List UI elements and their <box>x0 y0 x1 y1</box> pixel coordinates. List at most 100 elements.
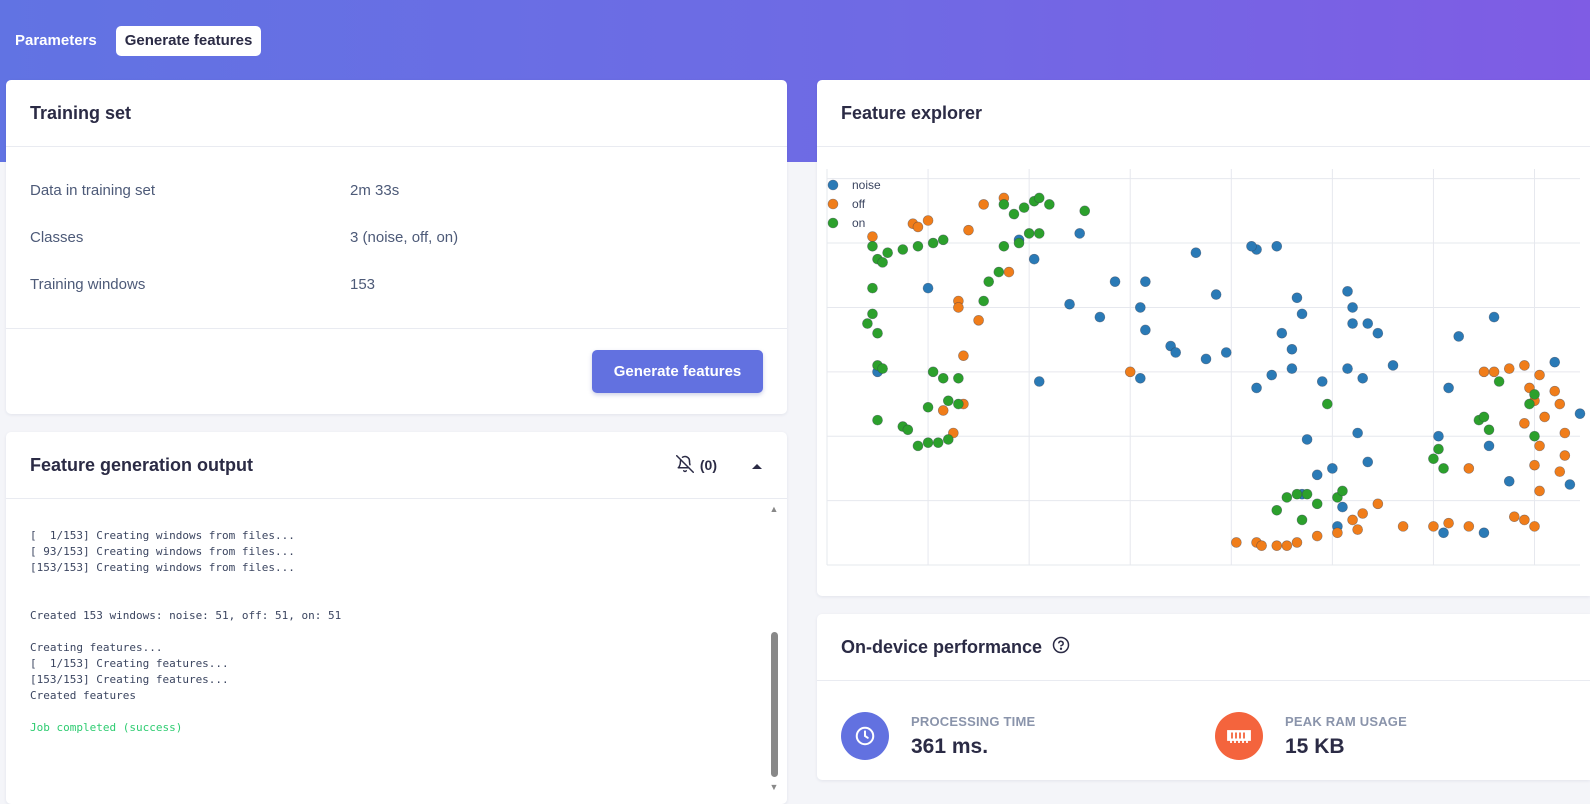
data-point[interactable] <box>1301 434 1313 445</box>
data-point[interactable] <box>1044 199 1055 210</box>
data-point[interactable] <box>1387 360 1399 371</box>
data-point[interactable] <box>1534 369 1545 381</box>
data-point[interactable] <box>1003 266 1015 278</box>
data-point[interactable] <box>1453 331 1465 342</box>
data-point[interactable] <box>1463 521 1475 532</box>
tab-generate-features[interactable]: Generate features <box>115 26 262 56</box>
data-point[interactable] <box>1463 463 1475 474</box>
data-point[interactable] <box>1574 408 1586 419</box>
data-point[interactable] <box>1519 360 1530 371</box>
data-point[interactable] <box>1140 276 1151 287</box>
data-point[interactable] <box>1266 369 1278 381</box>
legend-label[interactable]: off <box>852 197 866 211</box>
data-point[interactable] <box>1352 524 1363 535</box>
help-icon[interactable] <box>1052 636 1070 659</box>
data-point[interactable] <box>927 237 939 249</box>
data-point[interactable] <box>1478 366 1490 378</box>
data-point[interactable] <box>912 240 924 252</box>
data-point[interactable] <box>1064 298 1075 310</box>
data-point[interactable] <box>1549 385 1561 397</box>
data-point[interactable] <box>1220 347 1232 358</box>
scroll-down-icon[interactable]: ▼ <box>769 782 779 792</box>
data-point[interactable] <box>1438 463 1449 474</box>
data-point[interactable] <box>1291 537 1303 548</box>
data-point[interactable] <box>1549 356 1561 368</box>
data-point[interactable] <box>1519 418 1530 429</box>
data-point[interactable] <box>922 282 934 294</box>
data-point[interactable] <box>1534 440 1545 452</box>
data-point[interactable] <box>1478 411 1490 423</box>
data-point[interactable] <box>1124 366 1136 378</box>
data-point[interactable] <box>872 327 883 339</box>
data-point[interactable] <box>1033 192 1045 204</box>
data-point[interactable] <box>1276 327 1288 339</box>
data-point[interactable] <box>1291 292 1303 304</box>
data-point[interactable] <box>953 398 964 410</box>
data-point[interactable] <box>942 434 954 445</box>
data-point[interactable] <box>862 318 873 329</box>
data-point[interactable] <box>1493 376 1505 387</box>
data-point[interactable] <box>1170 347 1182 358</box>
data-point[interactable] <box>1023 228 1035 239</box>
data-point[interactable] <box>1509 511 1520 523</box>
data-point[interactable] <box>912 221 924 233</box>
data-point[interactable] <box>1347 302 1358 313</box>
data-point[interactable] <box>1271 240 1283 252</box>
data-point[interactable] <box>1503 363 1515 374</box>
data-point[interactable] <box>963 224 974 236</box>
notifications-toggle[interactable]: (0) <box>675 454 717 476</box>
data-point[interactable] <box>1443 517 1454 529</box>
data-point[interactable] <box>1372 327 1384 339</box>
data-point[interactable] <box>1438 527 1449 539</box>
data-point[interactable] <box>1564 479 1576 490</box>
data-point[interactable] <box>1357 372 1368 384</box>
data-point[interactable] <box>1322 398 1333 410</box>
data-point[interactable] <box>1200 353 1212 365</box>
data-point[interactable] <box>993 266 1005 278</box>
data-point[interactable] <box>922 437 934 448</box>
data-point[interactable] <box>983 276 995 287</box>
data-point[interactable] <box>1231 537 1242 548</box>
data-point[interactable] <box>1559 427 1571 439</box>
data-point[interactable] <box>1529 389 1540 400</box>
data-point[interactable] <box>1311 530 1323 542</box>
data-point[interactable] <box>937 234 949 246</box>
data-point[interactable] <box>922 215 934 226</box>
data-point[interactable] <box>1018 202 1030 213</box>
data-point[interactable] <box>1135 372 1146 384</box>
data-point[interactable] <box>1554 398 1566 410</box>
data-point[interactable] <box>1362 318 1374 329</box>
data-point[interactable] <box>1190 247 1202 259</box>
data-point[interactable] <box>953 372 964 384</box>
data-point[interactable] <box>1286 343 1298 355</box>
data-point[interactable] <box>1362 456 1374 468</box>
data-point[interactable] <box>1311 469 1323 481</box>
legend-label[interactable]: on <box>852 216 865 230</box>
data-point[interactable] <box>927 366 939 378</box>
data-point[interactable] <box>1271 504 1283 516</box>
data-point[interactable] <box>1008 208 1020 220</box>
data-point[interactable] <box>1483 424 1495 436</box>
data-point[interactable] <box>973 315 984 326</box>
data-point[interactable] <box>1140 324 1151 336</box>
data-point[interactable] <box>867 282 878 294</box>
data-point[interactable] <box>1503 475 1515 487</box>
data-point[interactable] <box>1524 398 1535 410</box>
data-point[interactable] <box>1271 540 1283 551</box>
data-point[interactable] <box>912 440 924 452</box>
data-point[interactable] <box>1519 514 1530 526</box>
legend-label[interactable]: noise <box>852 178 881 192</box>
data-point[interactable] <box>1256 540 1267 551</box>
data-point[interactable] <box>1352 427 1363 439</box>
data-point[interactable] <box>1529 521 1540 532</box>
data-point[interactable] <box>1296 514 1308 526</box>
data-point[interactable] <box>1286 363 1298 374</box>
data-point[interactable] <box>1074 228 1085 239</box>
data-point[interactable] <box>937 372 949 384</box>
generate-features-button[interactable]: Generate features <box>592 350 763 393</box>
data-point[interactable] <box>998 199 1010 210</box>
collapse-caret-icon[interactable] <box>751 457 763 473</box>
data-point[interactable] <box>1357 508 1368 519</box>
data-point[interactable] <box>1296 308 1308 320</box>
data-point[interactable] <box>1033 376 1045 387</box>
